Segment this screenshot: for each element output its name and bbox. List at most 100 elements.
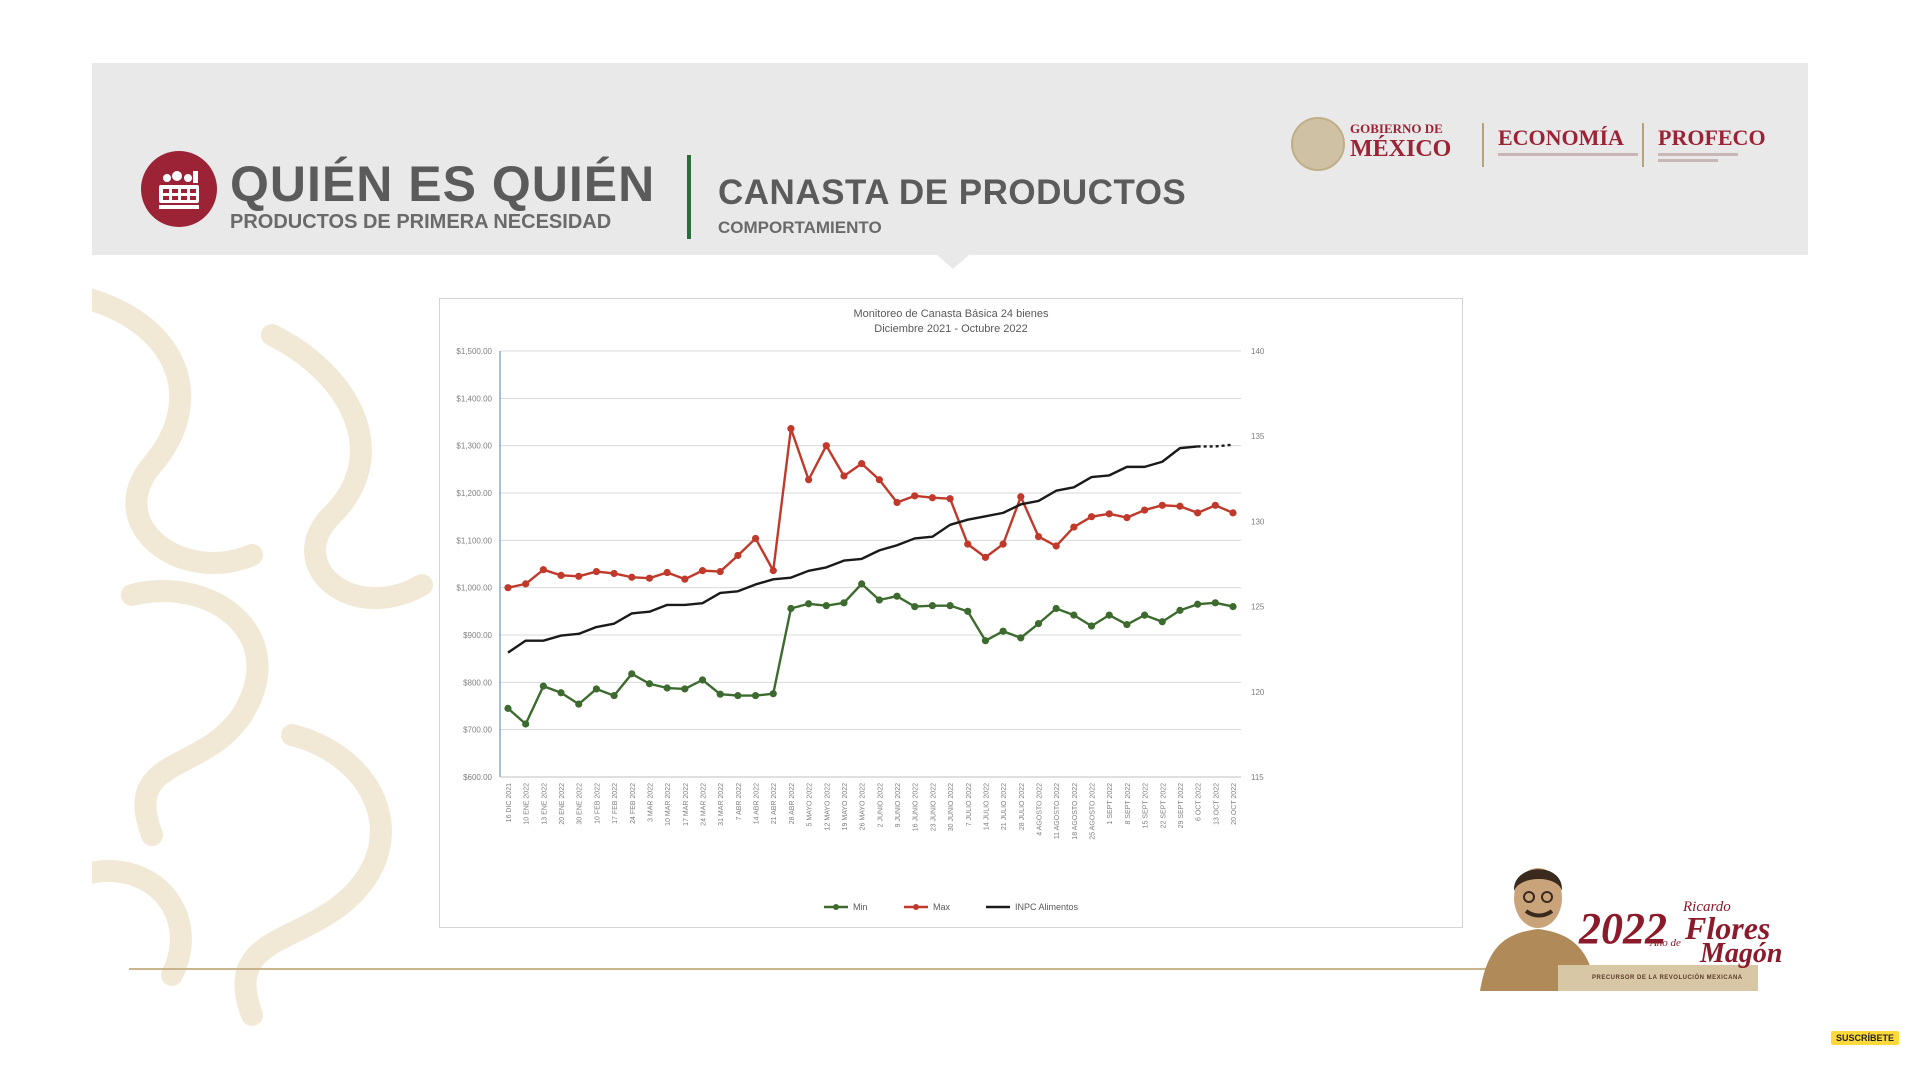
y-tick-label: $800.00 (463, 678, 492, 687)
data-point (840, 599, 848, 607)
data-point (1070, 611, 1078, 619)
x-tick-label: 18 AGOSTO 2022 (1072, 783, 1079, 840)
data-point (981, 637, 990, 645)
data-point (716, 690, 724, 698)
chart-panel: Monitoreo de Canasta Básica 24 bienes Di… (439, 298, 1463, 928)
data-point (698, 676, 707, 684)
x-tick-label: 17 MAR 2022 (683, 783, 690, 826)
x-tick-label: 28 JULIO 2022 (1019, 783, 1026, 830)
data-point (1211, 501, 1219, 509)
x-tick-label: 30 JUNIO 2022 (948, 783, 955, 831)
data-point (1123, 514, 1131, 522)
y-tick-label: $600.00 (463, 773, 492, 782)
data-point (1087, 622, 1096, 630)
x-tick-label: 7 JULIO 2022 (966, 783, 973, 826)
data-point (1034, 532, 1043, 541)
legend-label: Max (933, 902, 951, 912)
data-point (1017, 493, 1025, 501)
app-subtitle: PRODUCTOS DE PRIMERA NECESIDAD (230, 211, 612, 233)
y-tick-label: $1,500.00 (456, 347, 492, 356)
anniversary-name-magon: Magón (1700, 938, 1783, 969)
data-point (1140, 611, 1149, 619)
x-tick-label: 10 MAR 2022 (665, 783, 672, 826)
data-point (946, 495, 954, 503)
data-point (769, 567, 777, 575)
section-title: CANASTA DE PRODUCTOS (718, 173, 1187, 212)
bottom-rule (129, 968, 1569, 970)
profeco-tagline (1658, 153, 1738, 156)
chart-subtitle: Diciembre 2021 - Octubre 2022 (874, 323, 1027, 335)
y2-tick-label: 120 (1251, 688, 1265, 697)
data-point (1105, 510, 1113, 518)
anniversary-portrait (1480, 868, 1758, 991)
data-point (539, 566, 547, 574)
data-point (787, 604, 795, 613)
x-tick-label: 15 SEPT 2022 (1143, 783, 1150, 829)
gov-line1: GOBIERNO DE (1350, 121, 1443, 136)
data-point (1158, 618, 1166, 626)
slide: QUIÉN ES QUIÉN PRODUCTOS DE PRIMERA NECE… (92, 63, 1808, 1026)
data-point (893, 592, 901, 600)
y-tick-label: $1,200.00 (456, 489, 492, 498)
x-tick-label: 5 MAYO 2022 (807, 783, 814, 827)
axes: $1,500.00 $1,400.00 $1,300.00 $1,200.00 $1,1… (456, 347, 1264, 840)
data-point (592, 567, 601, 576)
data-point (858, 580, 866, 588)
data-point (1229, 603, 1237, 611)
data-point (1140, 506, 1149, 514)
decorative-pattern (92, 288, 433, 1026)
data-point (805, 600, 813, 608)
anniversary-caption: PRECURSOR DE LA REVOLUCIÓN MEXICANA (1592, 975, 1743, 981)
legend-marker (833, 904, 839, 910)
legend-marker (913, 904, 919, 910)
data-point (592, 685, 601, 693)
data-point (787, 425, 795, 433)
data-point (858, 460, 866, 468)
y-tick-label: $700.00 (463, 726, 492, 735)
subscribe-button[interactable]: SUSCRÍBETE (1831, 1031, 1900, 1045)
data-point (557, 689, 565, 697)
data-point (893, 498, 901, 507)
data-point (1052, 542, 1060, 550)
data-point (1034, 620, 1043, 628)
series-line-2 (507, 445, 1198, 654)
data-point (539, 682, 547, 690)
data-point (999, 627, 1007, 635)
data-point (822, 602, 830, 610)
series-line-0 (507, 582, 1234, 726)
data-point (1123, 620, 1131, 629)
y-tick-label: $1,000.00 (456, 584, 492, 593)
data-point (999, 540, 1007, 548)
x-tick-label: 30 ENE 2022 (577, 783, 584, 825)
x-tick-label: 22 SEPT 2022 (1160, 783, 1167, 829)
x-tick-label: 25 AGOSTO 2022 (1090, 783, 1097, 840)
data-point (928, 602, 936, 610)
data-point (751, 534, 760, 543)
data-point (681, 575, 689, 583)
data-point (840, 472, 848, 480)
x-tick-label: 19 MAYO 2022 (842, 783, 849, 830)
data-point (663, 568, 671, 577)
section-subtitle: COMPORTAMIENTO (718, 218, 882, 237)
profeco-logo: PROFECO (1658, 125, 1766, 150)
anniversary-year-label: Año de (1650, 937, 1681, 949)
y-tick-label: $900.00 (463, 631, 492, 640)
x-tick-label: 21 JULIO 2022 (1001, 783, 1008, 830)
y2-tick-label: 140 (1251, 347, 1265, 356)
y2-tick-label: 130 (1251, 517, 1265, 526)
data-point (575, 572, 583, 580)
data-point (698, 567, 707, 575)
x-tick-label: 12 MAYO 2022 (824, 783, 831, 830)
data-point (645, 574, 654, 582)
profeco-tagline (1658, 159, 1718, 162)
data-point (628, 573, 636, 581)
x-tick-label: 1 SEPT 2022 (1107, 783, 1114, 825)
data-point (946, 602, 954, 610)
shopping-basket-icon (141, 151, 217, 227)
y-tick-label: $1,100.00 (456, 536, 492, 545)
legend-label: INPC Alimentos (1015, 902, 1079, 912)
data-point (822, 442, 830, 450)
x-tick-label: 23 JUNIO 2022 (930, 783, 937, 831)
data-point (981, 553, 990, 561)
data-point (610, 691, 618, 700)
